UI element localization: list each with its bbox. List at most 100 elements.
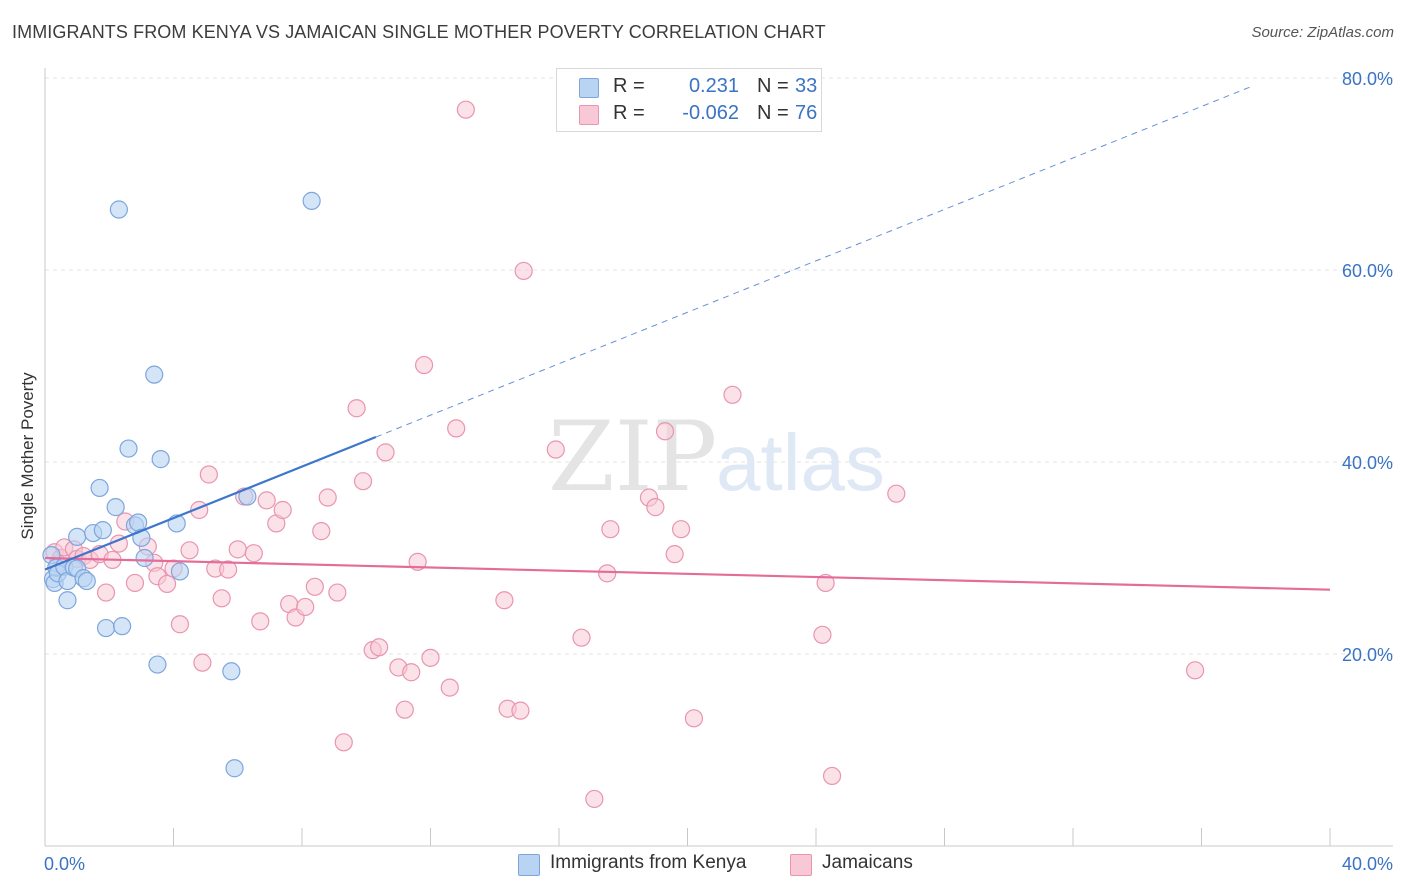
kenya-point (151, 450, 170, 469)
kenya-point (225, 759, 244, 778)
jamaicans-point (646, 498, 665, 517)
jamaicans-point (514, 261, 533, 281)
kenya-point (112, 617, 132, 636)
legend-n-label: N = (757, 75, 789, 97)
jamaicans-point (125, 573, 145, 593)
jamaicans-point (347, 399, 366, 418)
kenya-trend-line (44, 436, 377, 571)
jamaicans-point (219, 560, 238, 579)
legend-n-value-jamaicans: 76 (795, 102, 818, 124)
jamaicans-point (244, 544, 263, 563)
jamaicans-point (251, 612, 270, 631)
jamaicans-point (440, 678, 459, 697)
jamaicans-point (671, 520, 691, 539)
jamaicans-point (723, 385, 742, 404)
jamaicans-point (495, 591, 514, 610)
legend-swatch-kenya (579, 78, 599, 98)
trend-layer (44, 86, 1331, 591)
kenya-point (148, 655, 167, 674)
legend-swatch-jamaicans (579, 105, 599, 125)
kenya-point (302, 191, 321, 210)
legend-n-label: N = (757, 102, 789, 124)
jamaicans-point (822, 766, 842, 786)
jamaicans-point (257, 491, 276, 510)
kenya-point (170, 562, 190, 581)
kenya-points (42, 191, 321, 778)
jamaicans-point (684, 709, 704, 728)
kenya-point (93, 521, 112, 540)
jamaicans-point (395, 700, 414, 719)
legend-n-value-kenya: 33 (795, 75, 818, 97)
jamaicans-point (312, 522, 331, 541)
kenya-trend-extension (375, 86, 1250, 438)
jamaicans-point (546, 440, 565, 459)
kenya-point (58, 591, 77, 610)
kenya-point (68, 527, 87, 546)
kenya-point (77, 571, 96, 591)
jamaicans-point (328, 583, 347, 602)
jamaicans-point (816, 573, 835, 593)
jamaicans-point (193, 653, 212, 672)
jamaicans-point (402, 663, 421, 682)
legend-r-value-kenya: 0.231 (688, 75, 739, 97)
kenya-point (106, 498, 125, 517)
correlation-legend: R = 0.231 N = 33 R = -0.062 N = 76 (556, 68, 822, 132)
y-tick-label: 80.0% (1342, 69, 1393, 89)
jamaicans-point (511, 701, 530, 720)
watermark-zip: ZIP (548, 401, 717, 513)
tick-labels: 20.0% 40.0% 60.0% 80.0% 0.0% 40.0% (44, 69, 1393, 874)
x-tick-label: 40.0% (1342, 854, 1393, 874)
legend-r-label: R = (613, 102, 645, 124)
jamaicans-point (655, 422, 675, 441)
kenya-point (222, 662, 241, 681)
jamaicans-point (296, 597, 315, 617)
jamaicans-point (228, 540, 247, 559)
jamaicans-point (421, 648, 440, 667)
bottom-legend-label-kenya: Immigrants from Kenya (550, 852, 747, 873)
chart-title: IMMIGRANTS FROM KENYA VS JAMAICAN SINGLE… (12, 22, 826, 42)
kenya-point (135, 548, 154, 568)
y-tick-label: 40.0% (1342, 453, 1393, 473)
kenya-point (119, 439, 138, 458)
jamaicans-point (353, 472, 373, 491)
kenya-point (96, 618, 116, 638)
bottom-legend-swatch-jamaicans (790, 854, 812, 876)
jamaicans-point (665, 545, 684, 564)
axis-layer (44, 68, 1393, 847)
jamaicans-point (334, 733, 353, 752)
y-tick-label: 20.0% (1342, 645, 1393, 665)
jamaicans-point (887, 484, 906, 503)
jamaicans-point (170, 615, 190, 634)
kenya-point (109, 200, 128, 219)
bottom-legend-swatch-kenya (518, 854, 540, 876)
jamaicans-point (1185, 661, 1205, 680)
jamaicans-point (456, 100, 475, 119)
jamaicans-point (572, 628, 591, 647)
jamaicans-point (601, 520, 620, 539)
jamaicans-point (273, 500, 292, 520)
jamaicans-point (157, 574, 177, 594)
jamaicans-point (199, 465, 218, 484)
jamaicans-point (318, 488, 337, 507)
y-tick-label: 60.0% (1342, 261, 1393, 281)
kenya-point (145, 365, 164, 384)
legend-r-value-jamaicans: -0.062 (682, 102, 739, 124)
jamaicans-point (96, 583, 116, 602)
legend-r-label: R = (613, 75, 645, 97)
jamaicans-trend-line (44, 556, 1331, 591)
jamaicans-point (813, 625, 832, 644)
jamaicans-point (305, 577, 324, 596)
watermark: ZIP atlas (548, 401, 885, 513)
watermark-atlas: atlas (716, 418, 885, 507)
bottom-legend-label-jamaicans: Jamaicans (822, 852, 913, 873)
jamaicans-point (212, 589, 231, 608)
jamaicans-point (585, 789, 604, 809)
jamaicans-point (414, 355, 434, 375)
jamaicans-point (598, 564, 617, 583)
jamaicans-point (376, 443, 395, 462)
grid-layer (44, 77, 1393, 846)
y-axis-title: Single Mother Poverty (18, 372, 37, 540)
jamaicans-point (180, 541, 199, 560)
jamaicans-point (447, 419, 466, 438)
